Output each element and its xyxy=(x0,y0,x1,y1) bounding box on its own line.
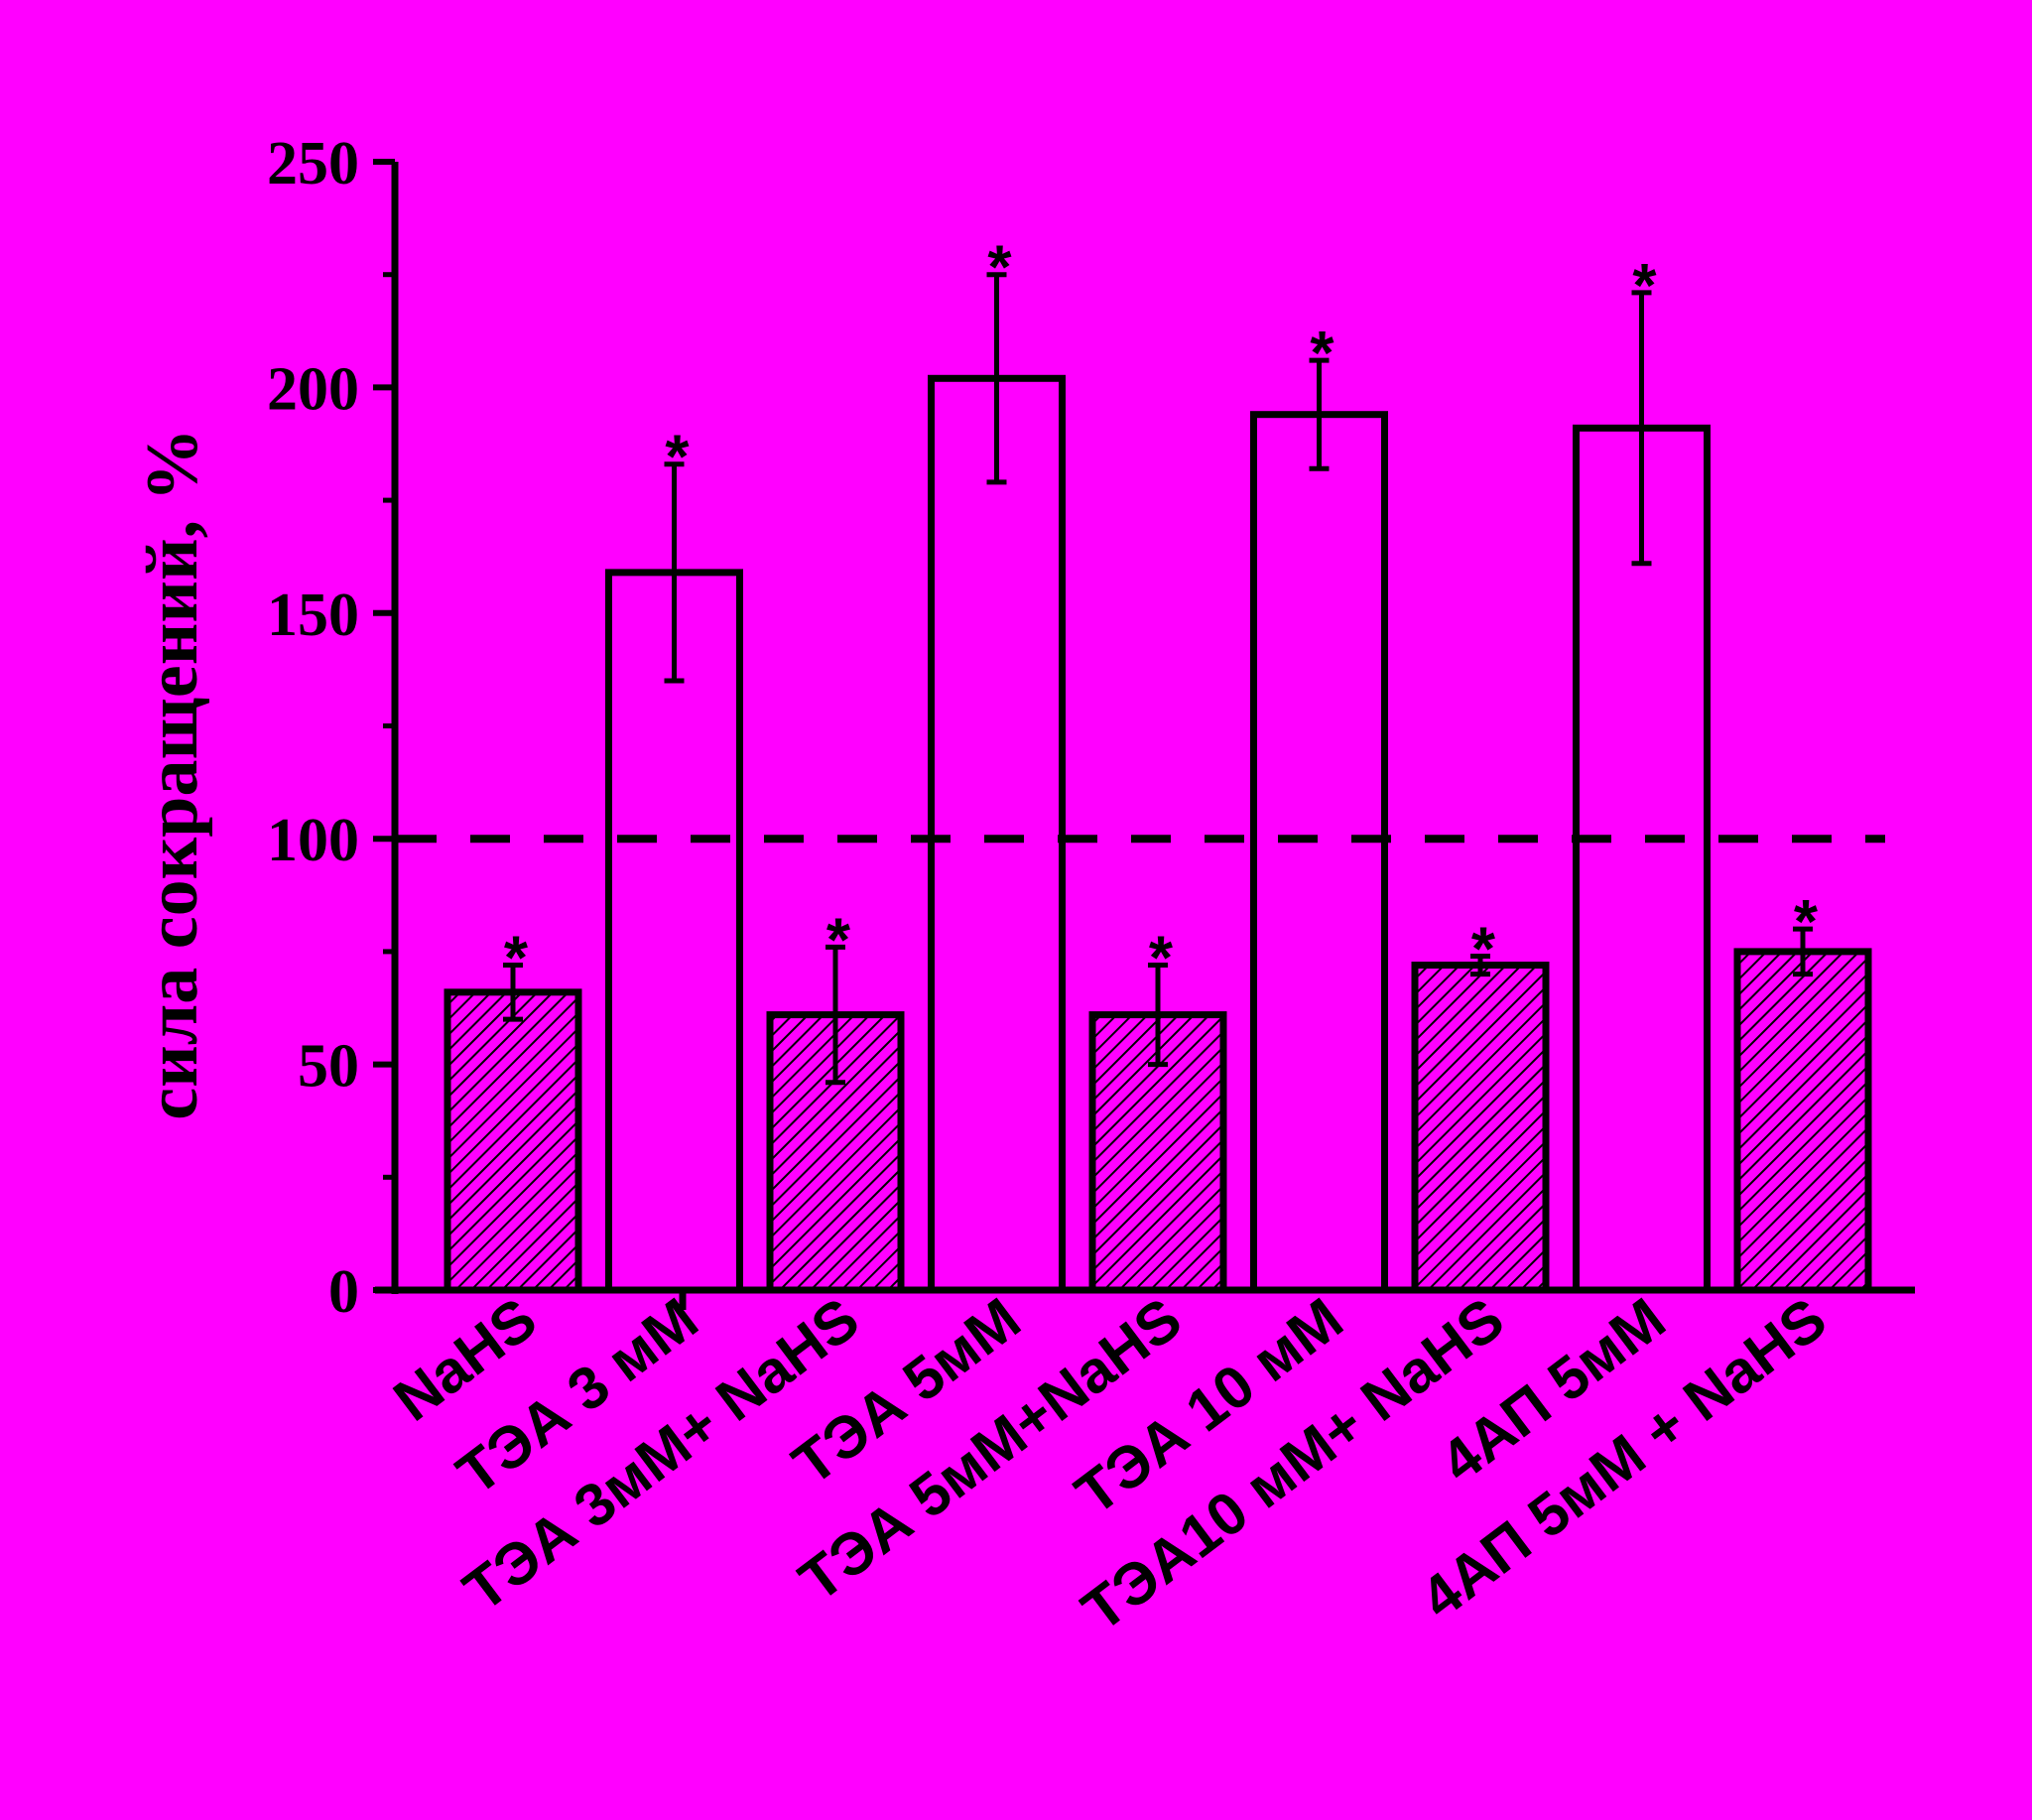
significance-mark-1: * xyxy=(504,925,529,993)
y-axis-label: сила сокращений, % xyxy=(132,428,213,1119)
bar-9 xyxy=(1733,948,1872,1294)
bar-1 xyxy=(444,988,582,1294)
axes xyxy=(373,159,1915,1310)
bar-4 xyxy=(928,374,1066,1294)
y-tick-label: 0 xyxy=(328,1258,359,1326)
bar-7 xyxy=(1411,962,1550,1294)
significance-mark-2: * xyxy=(665,424,690,492)
y-tick-label: 50 xyxy=(298,1033,359,1101)
bars xyxy=(444,272,1872,1294)
y-tick-label: 250 xyxy=(267,130,359,197)
y-tick-label: 150 xyxy=(267,582,359,649)
significance-mark-9: * xyxy=(1794,888,1819,957)
bar-6 xyxy=(1250,411,1388,1294)
significance-mark-4: * xyxy=(987,234,1012,303)
y-tick-label: 200 xyxy=(267,355,359,423)
significance-mark-6: * xyxy=(1310,320,1334,388)
y-tick-label: 100 xyxy=(267,807,359,874)
significance-mark-3: * xyxy=(826,906,851,975)
significance-mark-8: * xyxy=(1632,252,1657,321)
significance-mark-7: * xyxy=(1471,915,1496,983)
significance-mark-5: * xyxy=(1149,925,1174,993)
